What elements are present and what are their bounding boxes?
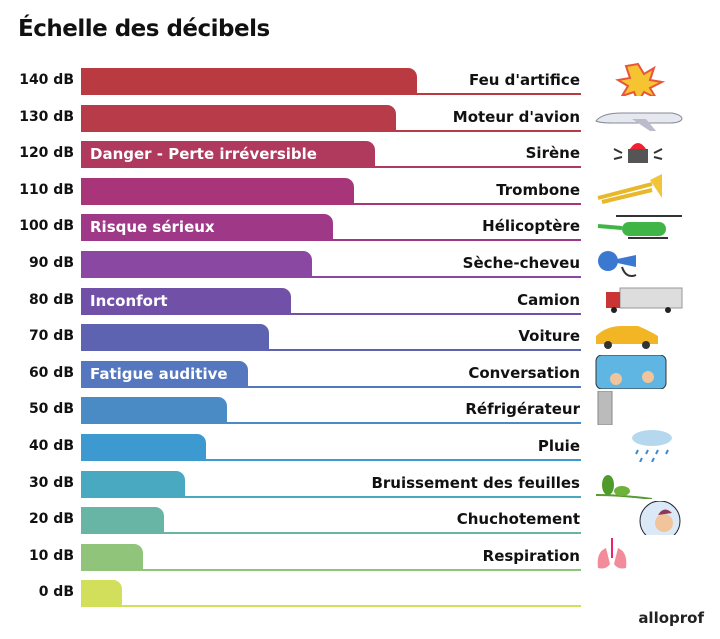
page-title: Échelle des décibels [18, 16, 270, 42]
tick-label: 40 dB [28, 438, 74, 454]
car-icon [596, 326, 658, 350]
sound-source-label: Chuchotement [456, 510, 580, 529]
hair-dryer-icon [598, 251, 637, 277]
sound-source-label: Trombone [496, 180, 580, 199]
sound-source-label: Conversation [468, 363, 580, 382]
baseline-line [81, 93, 581, 95]
baseline-line [81, 605, 581, 608]
baseline-line [81, 239, 581, 242]
tick-label: 120 dB [19, 145, 74, 162]
zone-label: Danger - Perte irréversible [90, 145, 317, 164]
bar-50db [81, 397, 228, 424]
baseline-line [81, 532, 581, 535]
baseline-line [81, 459, 581, 461]
baseline-line [81, 276, 581, 278]
sound-source-label: Camion [517, 290, 580, 309]
refrigerator-icon [597, 391, 613, 426]
sound-source-label: Bruissement des feuilles [371, 473, 580, 492]
sound-source-label: Feu d'artifice [468, 71, 580, 89]
airplane-icon [595, 112, 683, 131]
bar-20db [81, 507, 165, 534]
tick-label: 20 dB [28, 511, 74, 528]
tick-label: 10 dB [28, 547, 74, 564]
trombone-icon [597, 173, 662, 204]
lungs-icon [597, 537, 627, 569]
zone-label: Fatigue auditive [90, 364, 228, 383]
bar-10db [81, 543, 144, 570]
baseline-line [81, 312, 581, 315]
bar-120db [81, 141, 375, 168]
sound-source-label: Réfrigérateur [465, 400, 580, 419]
bar-80db [81, 287, 291, 314]
bar-110db [81, 177, 354, 204]
sound-source-label: Hélicoptère [482, 217, 580, 236]
sound-source-label: Voiture [518, 327, 580, 346]
tick-label: 130 dB [19, 108, 74, 125]
rain-icon [632, 430, 672, 462]
bar-0db [81, 580, 122, 607]
whisper-icon [639, 501, 681, 536]
zone-label: Risque sérieux [90, 218, 215, 237]
bar-90db [81, 251, 312, 277]
baseline-line [81, 568, 581, 571]
tick-label: 0 dB [38, 584, 74, 601]
alloprof-logo: alloprof [638, 609, 704, 627]
tick-label: 100 dB [19, 218, 74, 235]
tick-label: 60 dB [28, 364, 74, 381]
sound-source-label: Sirène [525, 144, 580, 163]
sound-source-label: Respiration [482, 546, 580, 565]
bar-130db [81, 104, 396, 131]
bar-60db [81, 360, 249, 387]
baseline-line [81, 166, 581, 169]
zone-label: Inconfort [90, 291, 168, 310]
leaves-icon [595, 474, 653, 499]
bar-70db [81, 324, 270, 351]
helicopter-icon [597, 215, 682, 240]
tick-label: 30 dB [28, 474, 74, 491]
baseline-line [81, 129, 581, 132]
tick-label: 90 dB [28, 255, 74, 271]
baseline-line [81, 349, 581, 352]
tick-label: 140 dB [19, 72, 74, 88]
tick-label: 110 dB [19, 181, 74, 198]
bar-40db [81, 434, 207, 460]
baseline-line [81, 422, 581, 425]
fireworks-icon [615, 62, 666, 96]
tick-label: 70 dB [28, 328, 74, 345]
truck-icon [606, 287, 683, 313]
sound-source-label: Sèche-cheveu [462, 254, 580, 272]
bar-140db [81, 68, 417, 94]
bar-30db [81, 470, 186, 497]
sound-source-label: Moteur d'avion [452, 107, 580, 126]
tick-label: 50 dB [28, 401, 74, 418]
conversation-icon [595, 354, 667, 389]
baseline-line [81, 385, 581, 388]
bar-100db [81, 214, 333, 241]
baseline-line [81, 202, 581, 205]
baseline-line [81, 495, 581, 498]
sound-source-label: Pluie [537, 437, 580, 455]
siren-icon [613, 143, 663, 164]
tick-label: 80 dB [28, 291, 74, 308]
